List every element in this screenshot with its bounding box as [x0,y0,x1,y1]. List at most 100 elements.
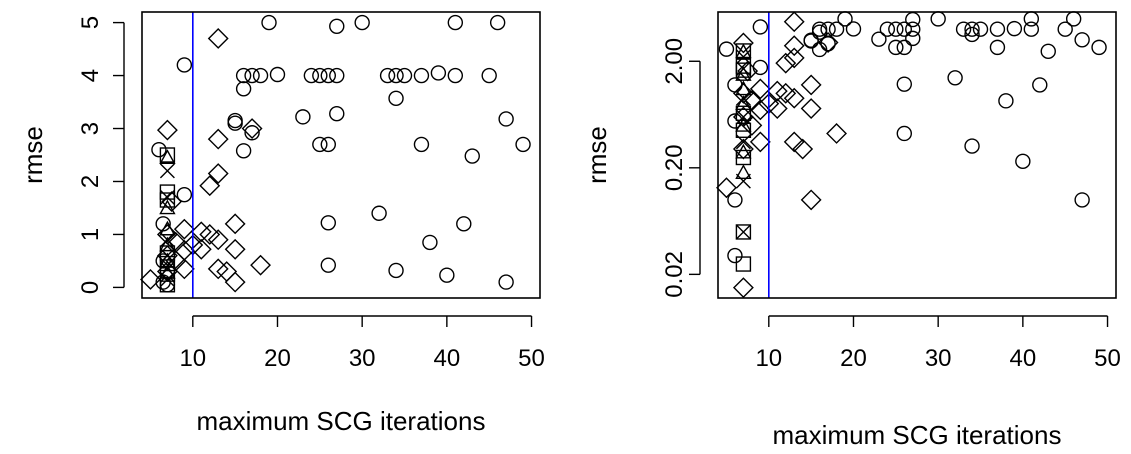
circle-point [1074,192,1090,208]
diamond-point [783,87,805,109]
diamond-point [817,32,839,53]
circle-point [498,274,514,290]
diamond-point [766,80,788,102]
circle-point [489,14,506,31]
right-y-axis: 0.02 0.20 2.00 [661,38,701,298]
left-x-axis: 10 20 30 40 50 [179,315,545,372]
circle-point [439,267,455,283]
square-point [735,256,752,272]
circle-point [413,67,430,84]
diamond-point [190,238,212,260]
circle-point [176,187,193,203]
diamond-point [250,254,271,276]
diamond-point [173,218,195,240]
circle-point [155,253,171,269]
circle-point [811,24,828,40]
triangle-point [159,236,176,252]
triangle-point [735,116,752,132]
circle-point [413,136,430,153]
diamond-point [766,98,788,119]
diamond-point [716,177,737,199]
circle-point [244,67,260,84]
triangle-point [159,264,176,279]
circle-point [320,67,336,84]
circle-point [422,234,438,251]
circle-point [396,67,413,84]
circle-point [235,67,252,84]
y-tick-label: 2 [77,175,104,188]
circle-point [252,67,269,84]
circle-point [964,26,980,43]
cross-point [735,90,751,106]
x-tick-label: 20 [264,345,291,372]
circle-point [388,262,404,279]
square-point [735,105,752,121]
circle-point [320,136,336,153]
circle-point [727,247,743,264]
diamond-point [199,224,221,245]
diamond-point [800,98,822,119]
circle-point [227,115,243,131]
circle-point [871,31,887,47]
triangle-point [159,220,176,236]
circle-point [235,81,252,97]
circle-point [312,67,328,84]
diamond-point [224,238,246,260]
diamond-point [783,11,805,33]
y-tick-label: 0 [77,281,104,294]
left-data-points [140,14,531,293]
diamond-point [800,74,822,96]
diamond-point [792,138,814,160]
x-tick-label: 10 [755,345,782,372]
diamond-point [732,32,754,54]
right-scatter-panel: 10 20 30 40 50 0.02 0.20 2.00 maximum SCG iter… [582,11,1121,450]
circle-point [371,205,387,221]
circle-point [1074,32,1090,48]
diamond-point [207,128,229,150]
circle-point [896,125,912,142]
circle-point [481,67,497,84]
diamond-point [732,277,754,299]
circle-point [879,21,896,37]
x-tick-label: 50 [1094,345,1121,372]
triangle-point [159,149,176,164]
circle-point [329,18,345,34]
y-tick-label: 3 [77,122,104,135]
left-y-axis-label: rmse [18,126,48,184]
circle-point [998,93,1014,109]
triangle-point [735,164,752,179]
circle-point [244,125,260,141]
diamond-point [173,258,195,280]
diamond-point [199,175,221,197]
circle-point [1057,21,1073,37]
diamond-point [140,269,161,290]
triangle-point [735,66,752,81]
circle-point [905,30,921,47]
circle-point [896,21,912,37]
right-y-axis-label: rmse [582,126,612,184]
cross-point [735,224,751,240]
diamond-point [775,52,797,74]
y-tick-label: 5 [77,16,104,29]
square-point [159,245,176,261]
circle-point [752,19,769,35]
circle-point [269,66,286,83]
diamond-point [207,28,229,49]
circle-point [718,41,735,57]
triangle-point [735,143,752,159]
circle-point [447,67,464,84]
x-tick-label: 10 [179,345,206,372]
diamond-point [190,221,212,243]
square-point [159,192,176,208]
cross-point [159,163,175,179]
circle-point [235,143,252,159]
diamond-point [224,271,246,293]
y-tick-label: 4 [77,69,104,82]
cross-point [735,173,751,189]
circle-point [430,65,447,81]
diamond-point [207,258,229,280]
circle-point [329,67,345,84]
left-scatter-panel: 10 20 30 40 50 0 1 2 3 4 5 maximum SCG iterations… [18,11,545,436]
diamond-point [207,229,229,251]
